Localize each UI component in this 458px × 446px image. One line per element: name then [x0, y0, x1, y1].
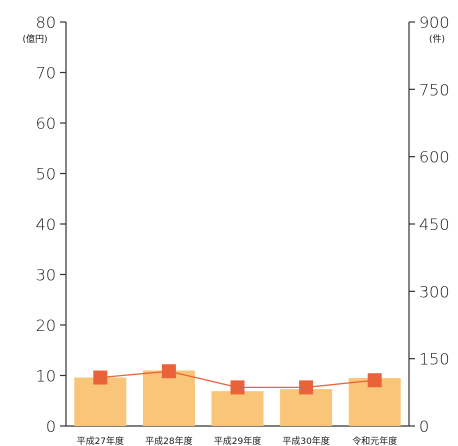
right-tick-label: 150: [419, 350, 450, 369]
x-tick-label: 平成27年度: [77, 435, 124, 446]
left-tick-label: 40: [36, 215, 56, 234]
line-point: [93, 370, 108, 385]
left-tick-label: 60: [36, 114, 56, 133]
axes: [60, 21, 415, 427]
line-point: [299, 380, 314, 395]
left-tick-label: 10: [36, 367, 56, 386]
bar: [280, 389, 333, 426]
right-tick-label: 0: [419, 417, 429, 436]
tick-labels: 0 10 20 30 40 50 60 70 80 0 150 300 450 600 750 900 (億円)…: [22, 13, 449, 446]
right-tick-label: 300: [419, 282, 450, 301]
left-tick-label: 80: [36, 13, 56, 32]
x-tick-label: 令和元年度: [352, 435, 397, 446]
line-point: [230, 380, 245, 395]
right-tick-label: 750: [419, 80, 450, 99]
left-tick-label: 50: [36, 165, 56, 184]
line-point: [161, 364, 176, 379]
left-tick-label: 20: [36, 316, 56, 335]
right-axis-unit: (件): [429, 33, 445, 45]
right-tick-label: 600: [419, 148, 450, 167]
left-tick-label: 70: [36, 64, 56, 83]
line-point: [367, 373, 382, 388]
right-tick-label: 900: [419, 13, 450, 32]
left-axis-unit: (億円): [22, 33, 47, 45]
bar-series: [74, 370, 401, 426]
right-tick-label: 450: [419, 215, 450, 234]
line-series: [93, 364, 382, 395]
left-tick-label: 0: [46, 417, 56, 436]
x-tick-label: 平成30年度: [282, 435, 329, 446]
left-tick-label: 30: [36, 266, 56, 285]
bar: [74, 377, 127, 426]
bar: [211, 391, 264, 426]
x-tick-label: 平成28年度: [145, 435, 192, 446]
x-tick-label: 平成29年度: [214, 435, 261, 446]
bar: [142, 370, 195, 426]
